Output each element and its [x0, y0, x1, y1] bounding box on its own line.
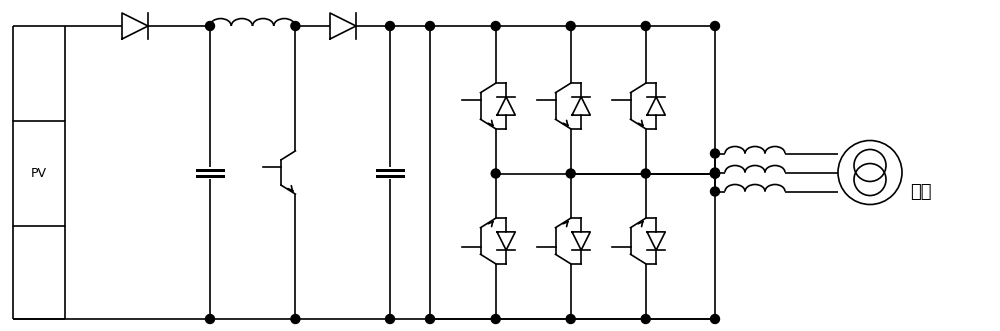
- Circle shape: [491, 314, 500, 323]
- Bar: [13, 121, 65, 226]
- Circle shape: [491, 169, 500, 178]
- Circle shape: [566, 22, 575, 30]
- Text: PV: PV: [31, 167, 47, 180]
- Circle shape: [641, 22, 650, 30]
- Circle shape: [710, 169, 720, 178]
- Circle shape: [566, 169, 575, 178]
- Circle shape: [710, 187, 720, 196]
- Circle shape: [291, 314, 300, 323]
- Circle shape: [641, 169, 650, 178]
- Circle shape: [641, 314, 650, 323]
- Circle shape: [291, 22, 300, 30]
- Circle shape: [491, 22, 500, 30]
- Circle shape: [426, 22, 435, 30]
- Circle shape: [710, 169, 720, 178]
- Circle shape: [710, 168, 720, 177]
- Circle shape: [710, 314, 720, 323]
- Text: 电网: 电网: [910, 183, 932, 201]
- Circle shape: [206, 314, 215, 323]
- Circle shape: [426, 314, 435, 323]
- Circle shape: [710, 22, 720, 30]
- Circle shape: [386, 314, 395, 323]
- Circle shape: [710, 169, 720, 178]
- Circle shape: [710, 149, 720, 158]
- Circle shape: [386, 22, 395, 30]
- Circle shape: [566, 314, 575, 323]
- Circle shape: [206, 22, 215, 30]
